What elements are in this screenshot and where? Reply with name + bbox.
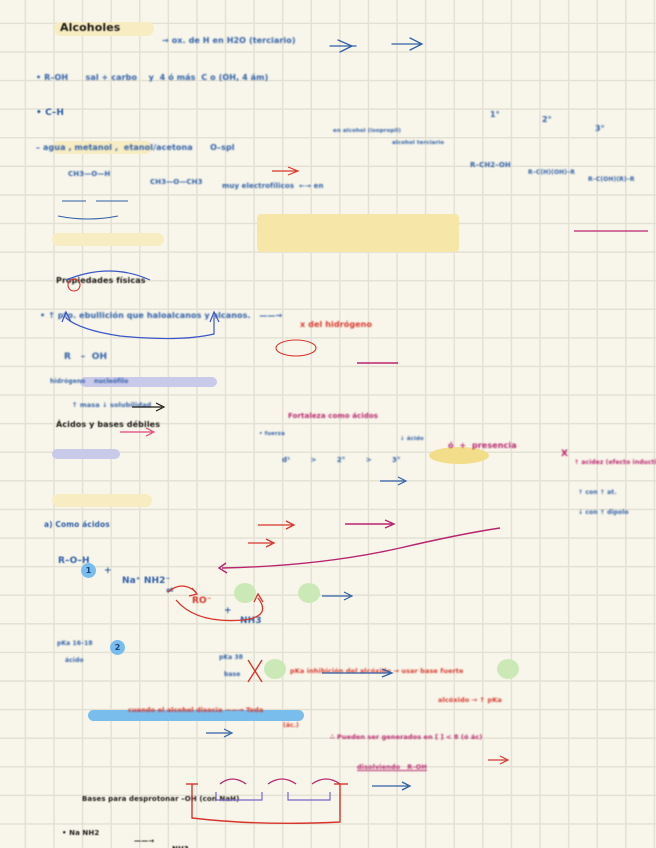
rxn-acid-base: Na⁺ NH2⁻ (122, 576, 171, 586)
struct-tertiary: R–C(OH)(R)–R (588, 176, 635, 183)
label-tertiary: 3° (595, 124, 605, 133)
highlight-bases-banner (80, 377, 217, 387)
arrow-note-1: en alcohol (isopropil) (333, 128, 401, 134)
acidity-right-3: ↓ con ↑ dipolo (578, 509, 629, 516)
step-1-badge: 1 (81, 563, 96, 578)
rxn-acid-right-mag-1: ∴ Pueden ser generados en [ ] < 8 (ó ác) (330, 733, 483, 741)
rxn-acid-pka-left-2: ácido (65, 657, 84, 664)
red-arrow-synth2-head (265, 538, 276, 548)
acidity-right-x: X (561, 449, 569, 459)
highlight-acid-base (52, 233, 164, 246)
rxn-acid-product-1: RO⁻ (192, 596, 212, 606)
step-2-badge: 2 (110, 640, 125, 655)
highlight-green-2 (298, 583, 320, 603)
bases-row1-left: • Na NH2 (62, 829, 100, 837)
highlight-synthesis (52, 494, 152, 507)
heading-as-acids: a) Como ácidos (44, 520, 110, 529)
rxn-acid-right-red-2: alcóxido → ↑ pKa (438, 696, 502, 704)
heading-physical: Propiedades físicas (56, 276, 146, 285)
rxn-acid-plus2: + (224, 606, 232, 616)
highlight-acidity-box (257, 214, 459, 252)
rxn-acid-plus1: + (104, 566, 112, 576)
physical-bullet-1: • ↑ pto. ebullición que haloalcanos y al… (40, 311, 283, 320)
acidity-right-2: ↑ con ↑ at. (578, 489, 617, 496)
intro-struct-methanol: CH3—O—H (68, 170, 111, 178)
highlight-green-4 (497, 659, 519, 679)
intro-note-electro: muy electrofílicos ←→ en (222, 182, 324, 190)
reduction-final-arrowhead (401, 781, 412, 791)
rxn-acid-red-circle-label: (ác.) (283, 722, 299, 729)
acidity-box-title: Fortaleza como ácidos (288, 412, 379, 420)
acidity-box-left-note: • fuerza (259, 431, 285, 437)
reduction-sub-arrowhead (223, 728, 234, 738)
highlight-reduction (88, 710, 304, 721)
highlight-physical (52, 141, 152, 154)
label-secondary: 2° (542, 115, 552, 124)
bases-arrow-2-head (145, 427, 156, 437)
intro-bullet-1: • R–OH sal + carbo y 4 ó más C o (OH, 4 … (36, 73, 269, 82)
arrow-note-2: alcohol terciario (392, 140, 445, 146)
rxn-acid-pka-left-1: pKa 16–18 (57, 640, 93, 647)
rxn-acid-red-note: cuando el alcohol disocia ——→ Toda (128, 706, 264, 714)
intro-struct-ether: CH3—O—CH3 (150, 178, 203, 186)
rxn-acid-product-2: NH3 (240, 616, 262, 626)
acidity-box-row: d¹ > 2° > 3° (282, 456, 401, 464)
rxn-acid-left: R–O–H (58, 556, 90, 566)
physical-fraction-den: hidrógeno nucleófilo (50, 378, 129, 385)
underline-solubility (57, 215, 119, 220)
bases-banner: Bases para desprotonar –OH (con NaH) (82, 795, 240, 803)
bases-row1-arrow: ——→ (134, 837, 155, 845)
red-bracket-se-ganan (191, 784, 341, 825)
bases-row1-right: NH3 (172, 845, 656, 848)
curved-arrow-acid-bottom (65, 317, 215, 340)
rxn-acid-equilibrium: ⇌ (166, 586, 174, 596)
rxn-acid-pka-right-2: base (224, 671, 241, 678)
acidity-right-1: ↑ acidez (efecto inductivo) (574, 459, 656, 466)
highlight-mezcla (429, 447, 489, 464)
red-mech-arrow-c (311, 778, 341, 785)
physical-bullet-1-note: x del hidrógeno (300, 320, 373, 329)
title-note: → ox. de H en H2O (terciario) (162, 36, 296, 45)
physical-bullet-3: ↑ masa ↓ solubilidad (72, 401, 152, 409)
page-title: Alcoholes (60, 21, 121, 34)
acidity-box-subnote: ↓ ácido (400, 436, 424, 442)
rxn-acid-pka-right-1: pKa 38 (219, 654, 244, 661)
rxn-acid-right-red-1: pKa inhibición del alcóxido → usar base … (290, 667, 464, 675)
struct-secondary: R–C(H)(OH)–R (528, 169, 575, 176)
intro-bullet-2: • C–H (36, 108, 65, 118)
highlight-as-bases (52, 449, 120, 459)
rxn-acid-right-mag-2: disolviendo R–OH (357, 763, 427, 771)
heading-acids-bases: Ácidos y bases débiles (56, 420, 161, 429)
highlight-title (54, 22, 154, 36)
red-mech-arrow-b (267, 778, 297, 785)
highlight-green-3 (264, 659, 286, 679)
red-mech-arrow-a (219, 778, 247, 785)
as-bases-arrowhead (397, 476, 408, 486)
struct-primary: R–CH2–OH (470, 161, 511, 169)
acidity-box-tail: ó + presencia (448, 441, 517, 450)
label-primary: 1° (490, 110, 500, 119)
intro-bullet-3: – agua , metanol , etanol/acetona O–spl (36, 143, 235, 152)
physical-fraction-num: R – OH (64, 352, 108, 362)
